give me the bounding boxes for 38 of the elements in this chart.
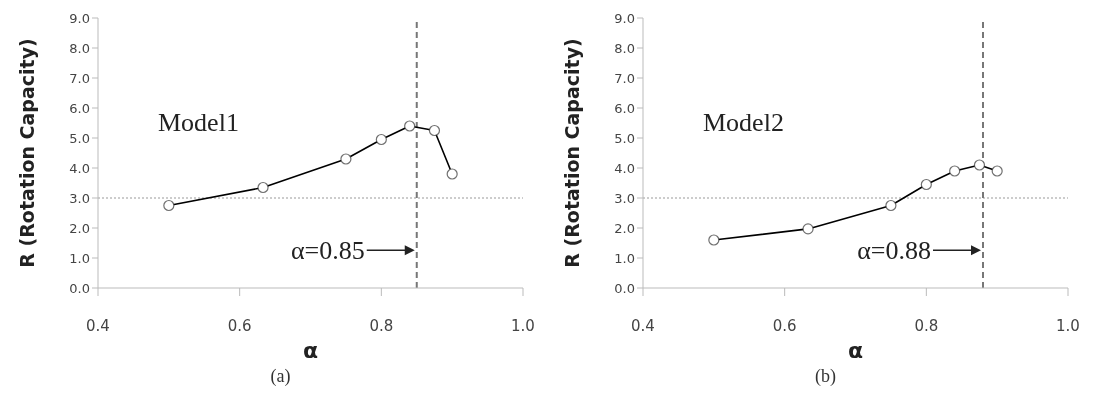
y-tick-label: 7.0 <box>69 70 90 86</box>
y-tick-label: 7.0 <box>614 70 635 86</box>
y-tick-label: 6.0 <box>69 100 90 116</box>
x-tick-label: 1.0 <box>511 316 535 335</box>
x-tick-label: 0.8 <box>369 316 394 335</box>
x-tick-label: 0.6 <box>227 316 252 335</box>
x-tick-label: 0.8 <box>914 316 939 335</box>
text: (b) <box>814 366 837 387</box>
annotation: Model1 <box>158 108 239 138</box>
y-axis-title: R (Rotation Capacity) <box>560 38 583 268</box>
y-tick-label: 6.0 <box>614 100 635 116</box>
y-tick-label: 9.0 <box>69 10 90 26</box>
x-axis-title: α <box>302 338 319 363</box>
x-axis-title: α <box>847 338 864 363</box>
y-tick-label: 8.0 <box>69 40 90 56</box>
y-tick-label: 0.0 <box>614 280 635 296</box>
y-tick-label: 4.0 <box>614 160 635 176</box>
ref-line-label: α=0.88 <box>857 235 931 265</box>
x-tick-label: 0.6 <box>772 316 797 335</box>
y-tick-label: 9.0 <box>614 10 635 26</box>
x-tick-label: 0.4 <box>86 316 110 335</box>
x-tick-label: 1.0 <box>1056 316 1080 335</box>
y-tick-label: 1.0 <box>69 250 90 266</box>
y-tick-label: 1.0 <box>614 250 635 266</box>
x-tick-label: 0.4 <box>631 316 655 335</box>
y-tick-label: 2.0 <box>69 220 90 236</box>
ref-line-label: α=0.85 <box>290 235 365 265</box>
y-tick-label: 2.0 <box>614 220 635 236</box>
text: (a) <box>269 366 292 387</box>
y-tick-label: 4.0 <box>69 160 90 176</box>
y-tick-label: 8.0 <box>614 40 635 56</box>
annotation: Model2 <box>703 108 784 138</box>
y-axis-title: R (Rotation Capacity) <box>15 38 38 268</box>
y-tick-label: 3.0 <box>614 190 635 206</box>
y-tick-label: 5.0 <box>614 130 635 146</box>
y-tick-label: 0.0 <box>69 280 90 296</box>
y-tick-label: 3.0 <box>69 190 90 206</box>
y-tick-label: 5.0 <box>69 130 90 146</box>
